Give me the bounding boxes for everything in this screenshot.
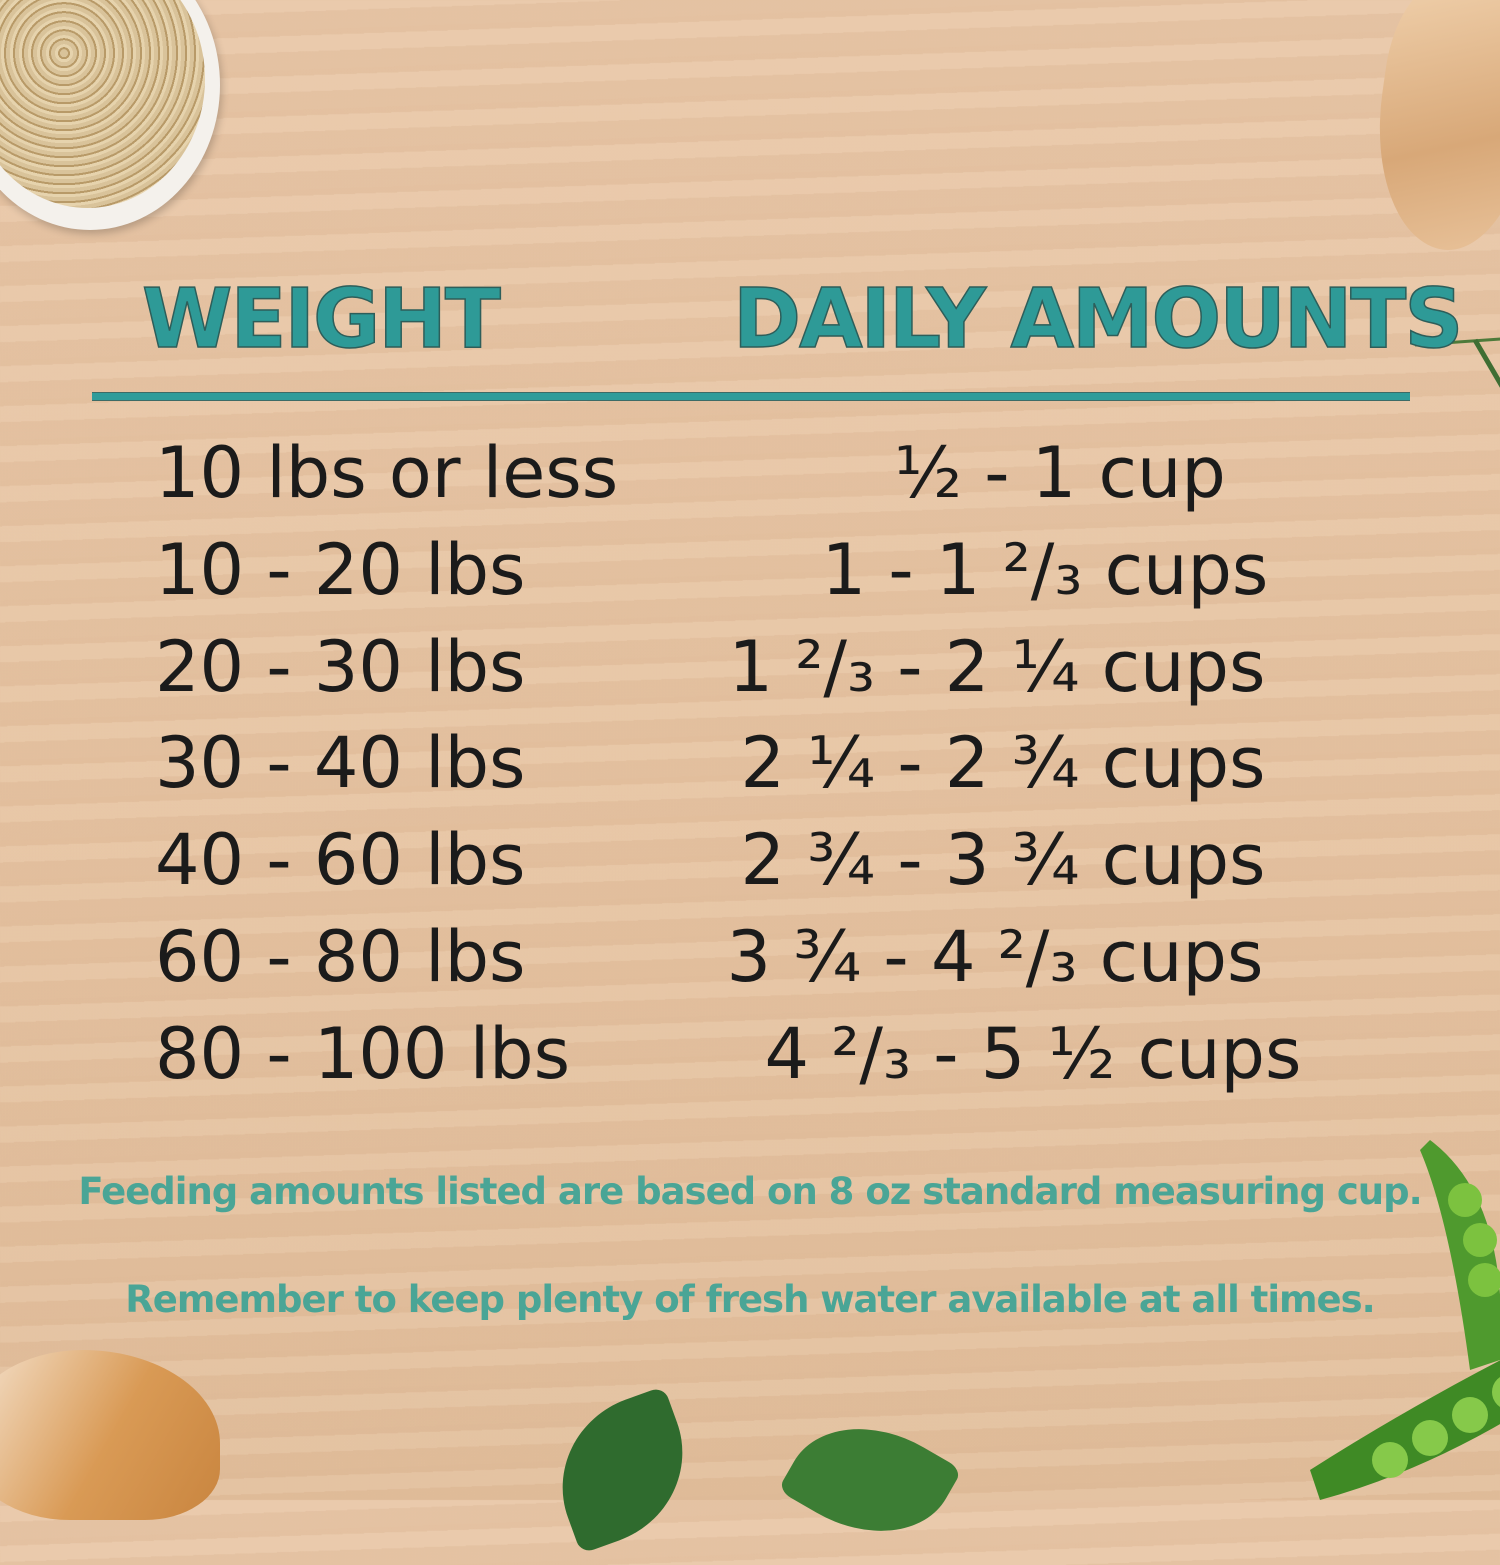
header-divider — [92, 392, 1410, 401]
weight-cell: 60 - 80 lbs — [155, 916, 526, 998]
amount-cell: 2 ¾ - 3 ¾ cups — [740, 819, 1266, 901]
table-row: 20 - 30 lbs 1 ²/₃ - 2 ¼ cups — [0, 626, 1500, 723]
weight-cell: 20 - 30 lbs — [155, 626, 526, 708]
measuring-cup-note: Feeding amounts listed are based on 8 oz… — [78, 1170, 1422, 1213]
daily-amounts-column-header: DAILY AMOUNTS — [732, 271, 1464, 368]
table-row: 60 - 80 lbs 3 ¾ - 4 ²/₃ cups — [0, 916, 1500, 1013]
weight-cell: 10 - 20 lbs — [155, 529, 526, 611]
spinach-leaf-image — [536, 1385, 709, 1555]
table-row: 10 - 20 lbs 1 - 1 ²/₃ cups — [0, 529, 1500, 626]
weight-cell: 80 - 100 lbs — [155, 1013, 571, 1095]
amount-cell: 4 ²/₃ - 5 ½ cups — [764, 1013, 1302, 1095]
amount-cell: 1 - 1 ²/₃ cups — [821, 529, 1269, 611]
grilled-chicken-image — [1361, 0, 1500, 260]
table-row: 30 - 40 lbs 2 ¼ - 2 ¾ cups — [0, 722, 1500, 819]
weight-column-header: WEIGHT — [141, 271, 501, 368]
amount-cell: 3 ¾ - 4 ²/₃ cups — [726, 916, 1264, 998]
pea-pods-image — [1310, 1140, 1500, 1500]
table-row: 10 lbs or less ½ - 1 cup — [0, 432, 1500, 529]
fresh-water-note: Remember to keep plenty of fresh water a… — [125, 1278, 1375, 1321]
spinach-leaf-image — [777, 1394, 963, 1565]
amount-cell: 2 ¼ - 2 ¾ cups — [740, 722, 1266, 804]
roasted-chicken-image — [0, 1350, 220, 1520]
weight-cell: 30 - 40 lbs — [155, 722, 526, 804]
amount-cell: ½ - 1 cup — [894, 432, 1226, 514]
rosemary-sprig-image — [1415, 337, 1500, 388]
weight-cell: 10 lbs or less — [155, 432, 619, 514]
table-row: 80 - 100 lbs 4 ²/₃ - 5 ½ cups — [0, 1013, 1500, 1110]
table-row: 40 - 60 lbs 2 ¾ - 3 ¾ cups — [0, 819, 1500, 916]
weight-cell: 40 - 60 lbs — [155, 819, 526, 901]
amount-cell: 1 ²/₃ - 2 ¼ cups — [728, 626, 1266, 708]
